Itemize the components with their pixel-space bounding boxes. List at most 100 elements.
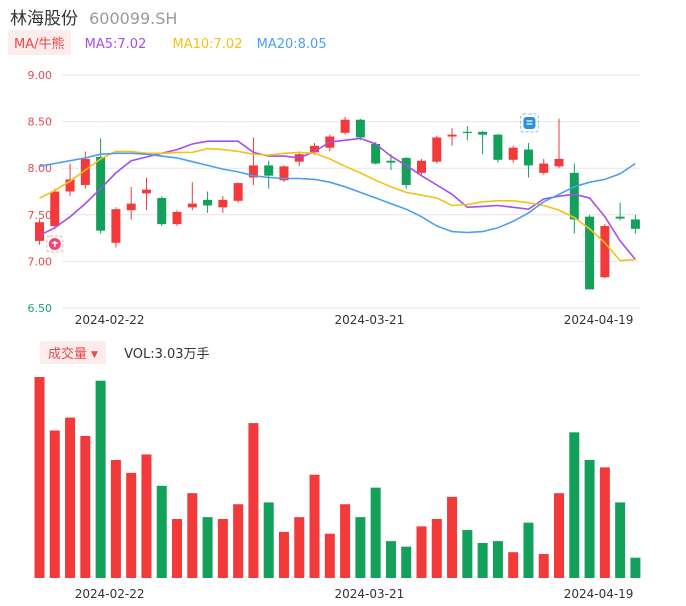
candle-body	[187, 203, 197, 208]
bull-icon	[46, 235, 64, 253]
volume-bar	[431, 518, 442, 578]
candle-body	[630, 219, 640, 229]
volume-bar	[324, 533, 335, 578]
volume-bar	[477, 542, 488, 578]
candle-body	[218, 199, 228, 208]
candle-body	[233, 183, 243, 201]
volume-bar	[294, 517, 305, 578]
volume-bar	[385, 541, 396, 578]
volume-bar	[126, 472, 137, 578]
volume-bar	[630, 557, 641, 578]
y-tick-label: 8.50	[28, 116, 53, 129]
candle-body	[432, 137, 442, 162]
candle	[172, 210, 182, 226]
x-tick-label: 2024-02-22	[75, 313, 145, 327]
candle	[630, 214, 640, 234]
x-tick-label: 2024-04-19	[564, 587, 634, 601]
candle-body	[203, 199, 213, 206]
candle	[600, 224, 610, 279]
candle	[554, 118, 564, 169]
volume-bar	[508, 552, 519, 578]
candle-body	[615, 216, 625, 219]
price-axis-ticks: 9.008.508.007.507.006.50	[28, 69, 53, 315]
x-tick-label: 2024-03-21	[335, 587, 405, 601]
candle-body	[508, 147, 518, 160]
candle	[493, 133, 503, 163]
candle-body	[447, 134, 457, 137]
candle	[111, 207, 121, 248]
y-tick-label: 7.50	[28, 209, 53, 222]
y-tick-label: 7.00	[28, 255, 53, 268]
candle	[248, 137, 258, 185]
candle-body	[462, 131, 472, 134]
volume-tag-label: 成交量	[48, 347, 88, 362]
candle-body	[371, 143, 381, 164]
volume-bar	[233, 504, 244, 578]
candle	[340, 116, 350, 135]
volume-indicator-selector[interactable]: 成交量 ▼	[40, 341, 106, 364]
ma20-legend: MA20:8.05	[256, 37, 327, 52]
volume-bar	[615, 502, 626, 578]
volume-bar	[584, 459, 595, 578]
volume-bar	[599, 467, 610, 578]
ma10-legend: MA10:7.02	[172, 37, 243, 52]
candle-body	[539, 163, 549, 173]
volume-bar	[523, 522, 534, 578]
volume-bar	[34, 377, 45, 578]
candle	[569, 163, 579, 234]
candle	[478, 130, 488, 155]
candle-body	[417, 160, 426, 173]
candlesticks	[35, 116, 640, 290]
volume-bar	[263, 502, 274, 578]
ma5-line	[39, 137, 637, 261]
candle	[141, 177, 151, 211]
volume-bar	[80, 436, 91, 578]
candle	[65, 163, 75, 197]
candle	[417, 158, 426, 175]
candle-body	[172, 212, 182, 225]
candle	[615, 202, 625, 221]
volume-bar	[355, 517, 366, 578]
candle	[539, 158, 549, 175]
candle-body	[126, 203, 136, 211]
candle-body	[141, 189, 151, 194]
x-tick-label: 2024-04-19	[564, 313, 634, 327]
volume-value: VOL:3.03万手	[124, 347, 210, 362]
candle-body	[600, 225, 610, 278]
volume-bar	[248, 423, 259, 578]
moving-average-lines	[39, 137, 637, 262]
candle	[508, 145, 518, 163]
candle	[264, 160, 274, 189]
volume-bar	[492, 541, 503, 578]
candle	[157, 196, 167, 226]
volume-bar	[416, 526, 427, 578]
volume-bar	[538, 554, 549, 578]
candle	[462, 126, 472, 141]
bear-icon	[519, 113, 539, 133]
candle-body	[585, 216, 595, 290]
candle-body	[569, 172, 579, 220]
candle-body	[111, 209, 121, 243]
volume-bar	[49, 430, 60, 578]
candle-body	[478, 131, 488, 135]
ma-legend: MA/牛熊 MA5:7.02 MA10:7.02 MA20:8.05	[8, 30, 327, 55]
caret-down-icon: ▼	[91, 350, 98, 360]
candle	[218, 196, 228, 213]
volume-bar	[172, 518, 183, 578]
x-tick-label: 2024-03-21	[335, 313, 405, 327]
candle-body	[310, 145, 320, 153]
signal-markers	[46, 113, 539, 253]
volume-bar	[95, 380, 106, 578]
ma20-line	[39, 152, 636, 234]
volume-bar	[187, 493, 198, 578]
ma-bull-bear-toggle[interactable]: MA/牛熊	[8, 30, 71, 55]
candle	[401, 157, 411, 189]
candle	[126, 186, 136, 220]
candle-body	[523, 149, 533, 166]
volume-bar	[141, 454, 152, 578]
candle-body	[96, 157, 106, 231]
candle-body	[386, 160, 396, 163]
candle-body	[355, 119, 365, 138]
candle	[203, 191, 213, 213]
candle	[371, 142, 381, 165]
